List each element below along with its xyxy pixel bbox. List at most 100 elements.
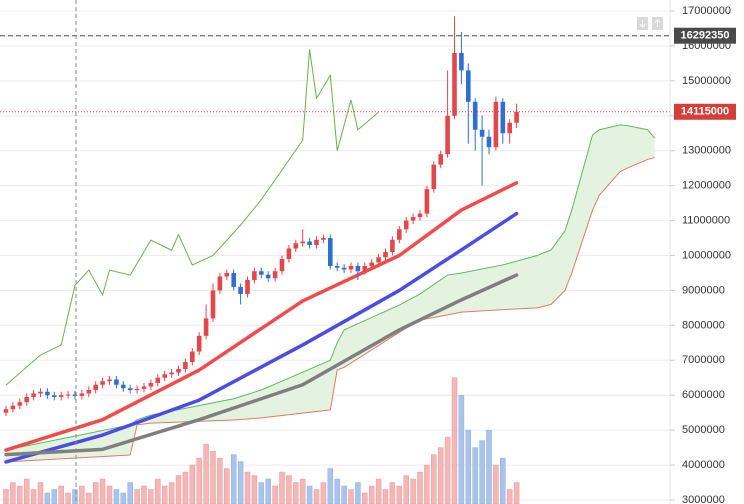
y-tick-label: 11000000 (682, 214, 730, 226)
candle-body (376, 257, 381, 263)
volume-bar (141, 485, 147, 504)
price-tag-label: 14115000 (681, 106, 729, 118)
volume-bar (279, 471, 285, 504)
volume-bar (237, 461, 244, 504)
candle-body (466, 70, 471, 102)
candle-body (452, 52, 457, 116)
y-tick-label: 4000000 (682, 459, 725, 471)
volume-bar (286, 475, 292, 504)
candle-body (217, 276, 223, 291)
candle-body (369, 262, 374, 266)
volume-bar (368, 485, 375, 504)
candle-body (127, 388, 133, 390)
candle-body (93, 384, 98, 390)
candle-body (514, 111, 519, 123)
volume-bar (417, 471, 423, 504)
volume-bar (244, 471, 251, 504)
volume-bar (431, 454, 437, 504)
candle-body (293, 243, 299, 249)
y-tick-label: 17000000 (682, 5, 731, 17)
candle-body (459, 52, 464, 71)
volume-bar (203, 443, 209, 504)
candle-body (162, 374, 167, 378)
candle-body (383, 252, 388, 258)
volume-bar (79, 485, 85, 504)
volume-bar (99, 478, 106, 504)
candle-body (272, 271, 278, 279)
candle-body (245, 279, 250, 294)
volume-bar (196, 457, 202, 504)
volume-bar (334, 478, 340, 504)
candle-body (500, 101, 506, 134)
moving-average (4, 181, 519, 452)
candle-body (176, 369, 181, 373)
candle-body (10, 405, 16, 410)
volume-bar (106, 485, 113, 504)
volume-bar (120, 492, 127, 504)
volume-bar (444, 436, 451, 504)
candle-body (341, 267, 347, 270)
volume-bar (217, 457, 223, 504)
y-tick-label: 7000000 (682, 354, 725, 366)
volume-bar (458, 394, 465, 504)
candle-body (203, 318, 209, 336)
cloud-span (5, 124, 655, 451)
volume-bar (161, 485, 168, 504)
volume-bar (272, 485, 278, 504)
candle-body (224, 272, 230, 277)
volume-bar (472, 447, 478, 504)
candle-body (231, 272, 236, 287)
volume-bar (500, 457, 506, 504)
candle-body (141, 386, 147, 389)
volume-bar (51, 489, 58, 504)
candle-body (259, 271, 264, 275)
candle-body (17, 402, 23, 406)
lagging-span (5, 49, 379, 386)
y-tick-label: 5000000 (682, 424, 725, 436)
volume-bar (486, 429, 492, 504)
volume-bar (189, 464, 196, 504)
candle-body (417, 213, 423, 218)
volume-bar (299, 478, 306, 504)
candle-body (334, 265, 340, 268)
volume-bar (348, 489, 354, 504)
volume-bar (437, 447, 444, 504)
candle-body (486, 136, 492, 148)
candle-body (431, 164, 437, 190)
candle-body (155, 377, 161, 383)
volume-bar (251, 475, 258, 504)
candle-body (507, 122, 512, 134)
candle-body (403, 220, 409, 230)
candle-body (72, 394, 78, 396)
volume-bar (37, 482, 44, 504)
volume-bar (403, 475, 409, 504)
volume-bar (175, 475, 182, 504)
y-tick-label: 15000000 (682, 75, 731, 87)
candle-body (355, 265, 361, 272)
axis-panel (670, 0, 744, 504)
icon (654, 19, 661, 27)
candle-body (479, 129, 485, 137)
volume-bar (327, 468, 334, 504)
candle-body (38, 391, 43, 394)
volume-bar (424, 464, 430, 504)
volume-bar (479, 440, 485, 504)
volume-bar (148, 489, 154, 504)
candle-body (314, 239, 319, 246)
candle-body (286, 248, 292, 259)
y-tick-label: 3000000 (682, 494, 725, 504)
candle-body (86, 389, 92, 394)
volume-bar (65, 492, 71, 504)
volume-bar (306, 485, 313, 504)
candle-body (265, 274, 271, 279)
y-tick-label: 13000000 (682, 145, 731, 157)
candle-body (58, 395, 64, 397)
candle-body (196, 335, 202, 352)
candle-body (45, 391, 50, 396)
volume-bar (293, 482, 299, 504)
candle-body (210, 290, 216, 319)
volume-bar (465, 429, 472, 504)
volume-bar (86, 492, 92, 504)
volume-bar (258, 482, 265, 504)
volume-bar (265, 478, 271, 504)
